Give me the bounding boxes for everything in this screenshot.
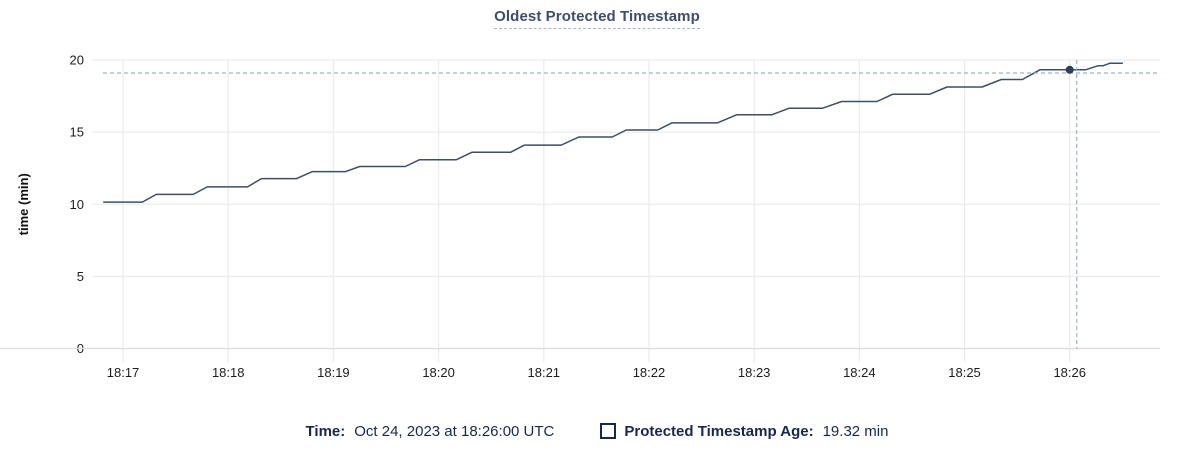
legend-series-item[interactable]: Protected Timestamp Age: 19.32 min bbox=[600, 423, 888, 440]
legend-time-label: Time: bbox=[305, 422, 346, 440]
hover-point-dot bbox=[1065, 65, 1074, 74]
x-tick-label: 18:26 bbox=[1053, 365, 1086, 380]
chart-title-row: Oldest Protected Timestamp bbox=[0, 8, 1194, 29]
x-tick-label: 18:20 bbox=[422, 365, 455, 380]
x-tick-label: 18:23 bbox=[738, 365, 771, 380]
x-tick-label: 18:19 bbox=[317, 365, 350, 380]
legend-series-value: 19.32 min bbox=[822, 422, 889, 440]
y-tick-label: 10 bbox=[70, 197, 84, 212]
x-tick-label: 18:25 bbox=[948, 365, 981, 380]
y-tick-label: 5 bbox=[77, 269, 84, 284]
x-tick-label: 18:17 bbox=[107, 365, 140, 380]
protected-timestamp-age-line bbox=[102, 62, 1124, 203]
legend-time-value: Oct 24, 2023 at 18:26:00 UTC bbox=[354, 422, 555, 440]
y-tick-label: 20 bbox=[70, 53, 84, 68]
y-tick-label: 15 bbox=[70, 125, 84, 140]
legend-series-label: Protected Timestamp Age: bbox=[624, 422, 814, 440]
x-tick-label: 18:22 bbox=[633, 365, 666, 380]
y-axis-title: time (min) bbox=[16, 173, 31, 235]
x-tick-label: 18:24 bbox=[843, 365, 876, 380]
chart-legend: Time: Oct 24, 2023 at 18:26:00 UTC Prote… bbox=[0, 417, 1194, 445]
x-tick-label: 18:21 bbox=[528, 365, 561, 380]
x-tick-label: 18:18 bbox=[212, 365, 245, 380]
series-toggle-checkbox-icon[interactable] bbox=[600, 423, 617, 439]
chart-title[interactable]: Oldest Protected Timestamp bbox=[494, 8, 700, 29]
